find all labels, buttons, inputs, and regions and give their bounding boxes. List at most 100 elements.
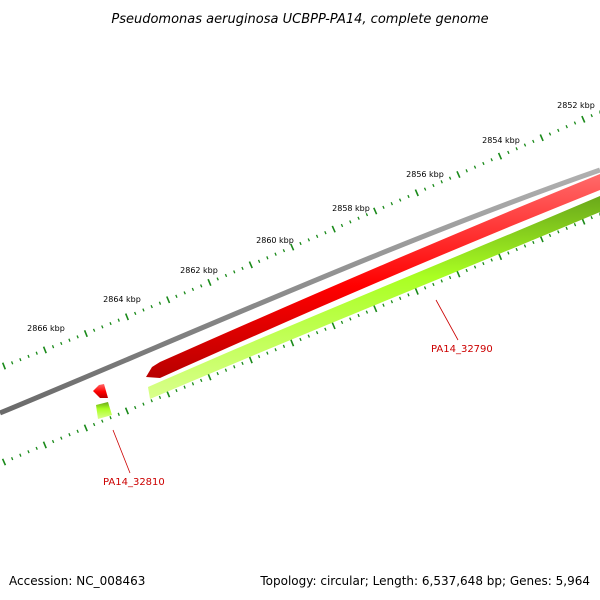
ruler-minor-tick [76, 429, 79, 433]
ruler-minor-tick [573, 121, 577, 125]
ruler-minor-tick [557, 230, 560, 234]
ruler-minor-tick [357, 216, 360, 220]
ruler-major-tick [497, 252, 503, 261]
ruler-major-tick [497, 152, 503, 160]
ruler-major-tick [207, 373, 212, 381]
ruler-minor-tick [10, 361, 14, 365]
gene-pa14-32790-red-track[interactable] [146, 174, 600, 378]
gene-label-pa14-32810[interactable]: PA14_32810 [103, 477, 165, 488]
ruler-minor-tick [565, 226, 568, 230]
ruler-minor-tick [282, 249, 286, 253]
pa14-32810-leader-line [112, 429, 131, 474]
ruler-major-tick [83, 424, 88, 432]
gene-pa14-32790-green-track[interactable] [148, 196, 600, 399]
ruler-major-tick [373, 305, 378, 313]
ruler-major-tick [166, 296, 171, 304]
ruler-minor-tick [241, 266, 244, 271]
ruler-minor-tick [60, 436, 63, 440]
ruler-minor-tick [548, 132, 552, 136]
ruler-minor-tick [257, 354, 261, 359]
ruler-major-tick [248, 356, 253, 364]
ruler-minor-tick [266, 351, 269, 355]
ruler-minor-tick [266, 256, 269, 260]
ruler-minor-tick [191, 287, 195, 292]
ruler-minor-tick [51, 345, 55, 349]
ruler-minor-tick [241, 361, 244, 366]
ruler-minor-tick [27, 450, 30, 454]
ruler-major-tick [456, 270, 461, 278]
ruler-minor-tick [307, 334, 310, 338]
ruler-minor-tick [158, 395, 162, 399]
ruler-minor-tick [557, 128, 560, 132]
ruler-minor-tick [390, 202, 393, 206]
gene-label-pa14-32790[interactable]: PA14_32790 [431, 344, 493, 355]
ruler-minor-tick [515, 147, 518, 151]
ruler-minor-tick [357, 313, 360, 318]
ruler-minor-tick [19, 453, 22, 457]
ruler-minor-tick [432, 282, 435, 287]
ruler-minor-tick [150, 304, 153, 309]
ruler-minor-tick [224, 273, 228, 278]
genome-backbone [0, 167, 600, 416]
ruler-minor-tick [92, 328, 96, 332]
ruler-major-tick [207, 278, 212, 287]
ruler-minor-tick [448, 275, 452, 280]
gene-pa14-32810-green-track[interactable] [96, 402, 112, 419]
ruler-minor-tick [398, 296, 402, 300]
ruler-minor-tick [299, 241, 302, 246]
ruler-minor-tick [507, 150, 510, 155]
ruler-minor-tick [10, 456, 14, 461]
ruler-minor-tick [216, 277, 219, 281]
ruler-minor-tick [224, 368, 228, 372]
ruler-minor-tick [92, 422, 96, 427]
ruler-minor-tick [35, 351, 38, 355]
ruler-minor-tick [109, 416, 112, 420]
ruler-minor-tick [76, 335, 79, 339]
ruler-minor-tick [407, 194, 410, 199]
ruler-label: 2866 kbp [27, 324, 65, 333]
ruler-minor-tick [490, 258, 493, 262]
ruler-major-tick [124, 407, 130, 415]
ruler-minor-tick [365, 213, 369, 217]
ruler-minor-tick [532, 240, 535, 245]
ruler-minor-tick [183, 385, 186, 389]
ruler-minor-tick [507, 251, 510, 255]
ruler-minor-tick [324, 327, 327, 331]
ruler-minor-tick [19, 357, 22, 362]
inner-ruler [1, 212, 600, 466]
ruler-major-tick [456, 170, 461, 179]
ruler-major-tick [290, 243, 295, 251]
ruler-minor-tick [324, 231, 327, 235]
ruler-major-tick [1, 362, 7, 370]
ruler-label: 2854 kbp [482, 136, 520, 145]
ruler-major-tick [414, 287, 419, 295]
ruler-minor-tick [349, 317, 352, 321]
ruler-minor-tick [349, 220, 352, 224]
ruler-minor-tick [299, 337, 302, 342]
ruler-major-tick [42, 441, 47, 449]
ruler-minor-tick [117, 412, 120, 416]
ruler-minor-tick [109, 321, 112, 326]
ruler-label: 2862 kbp [180, 266, 218, 275]
ruler-minor-tick [158, 301, 162, 305]
ruler-minor-tick [68, 338, 71, 342]
ruler-minor-tick [150, 399, 153, 403]
ruler-minor-tick [51, 439, 55, 444]
ruler-minor-tick [440, 279, 443, 283]
ruler-major-tick [539, 134, 544, 142]
ruler-minor-tick [482, 261, 485, 266]
gene-pa14-32810-red-track[interactable] [93, 384, 108, 398]
ruler-major-tick [581, 115, 586, 123]
ruler-minor-tick [60, 341, 63, 346]
ruler-minor-tick [315, 234, 319, 238]
ruler-minor-tick [307, 238, 310, 242]
ruler-minor-tick [465, 169, 468, 173]
ruler-minor-tick [101, 419, 104, 423]
ruler-minor-tick [233, 270, 236, 274]
ruler-minor-tick [134, 405, 137, 410]
ruler-minor-tick [183, 291, 186, 295]
ruler-major-tick [166, 390, 171, 398]
ruler-minor-tick [340, 223, 344, 228]
ruler-minor-tick [423, 187, 427, 191]
